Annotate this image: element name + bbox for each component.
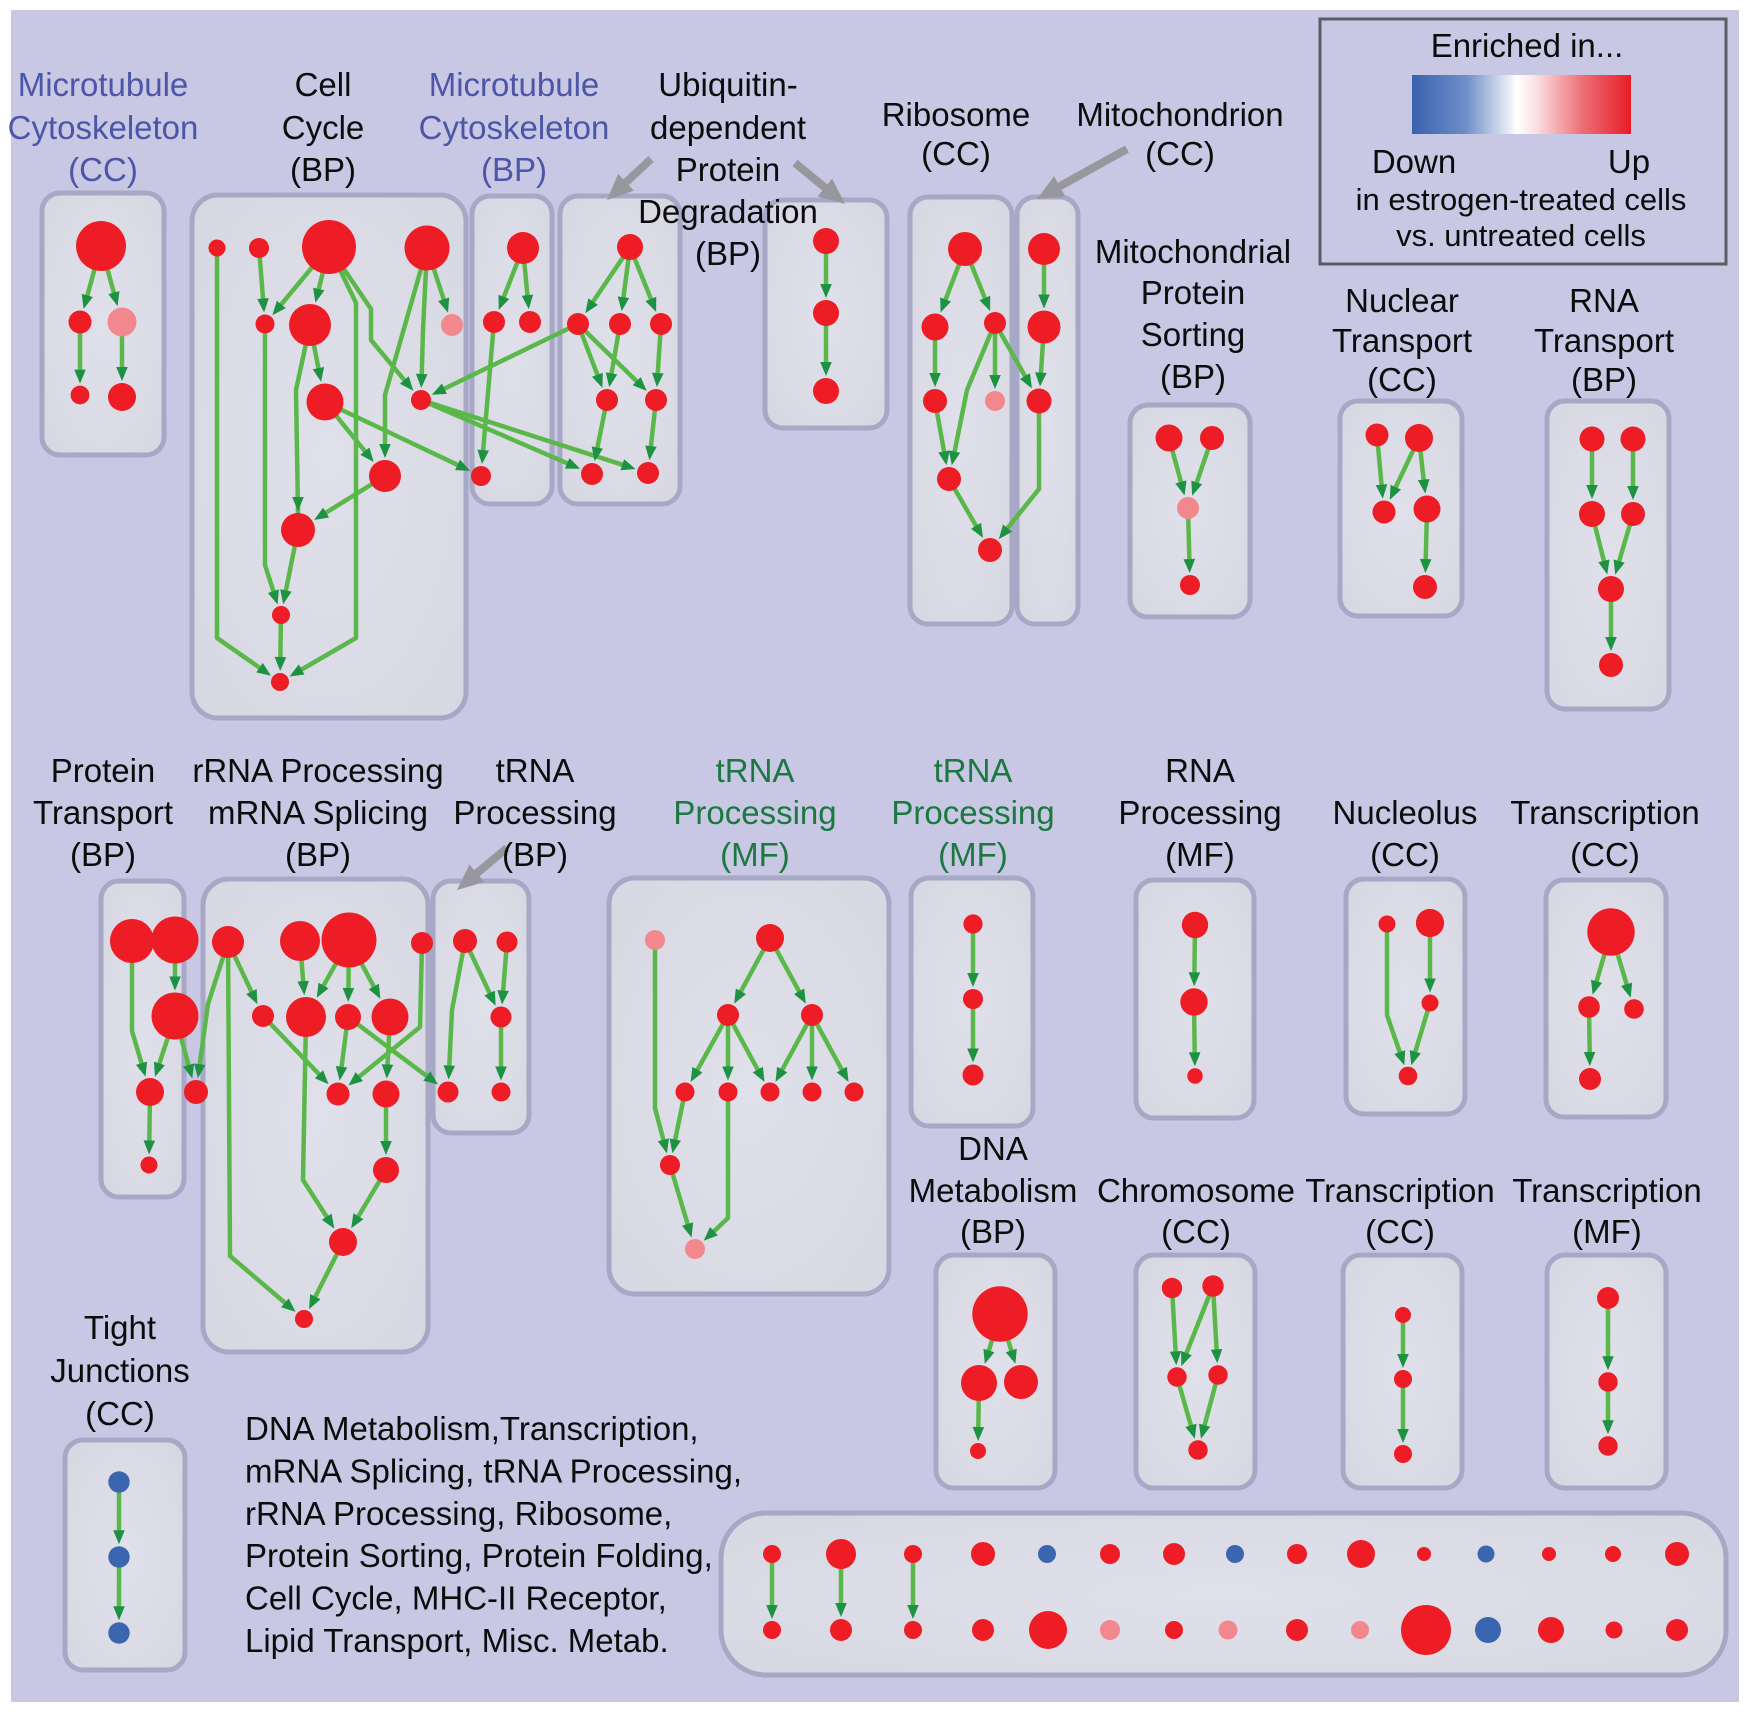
svg-text:Cell Cycle, MHC-II Receptor,: Cell Cycle, MHC-II Receptor, — [245, 1580, 667, 1617]
svg-text:Enriched in...: Enriched in... — [1431, 27, 1624, 64]
svg-text:Junctions: Junctions — [50, 1352, 189, 1389]
svg-text:RNA: RNA — [1165, 752, 1235, 789]
svg-text:(CC): (CC) — [85, 1395, 155, 1432]
svg-text:tRNA: tRNA — [934, 752, 1013, 789]
svg-text:DNA Metabolism,Transcription,: DNA Metabolism,Transcription, — [245, 1410, 699, 1447]
svg-text:(BP): (BP) — [502, 836, 568, 873]
svg-text:(MF): (MF) — [1572, 1213, 1642, 1250]
svg-text:Processing: Processing — [673, 794, 836, 831]
svg-text:(MF): (MF) — [720, 836, 790, 873]
svg-text:Ubiquitin-: Ubiquitin- — [658, 66, 797, 103]
svg-text:Tight: Tight — [84, 1309, 156, 1346]
svg-text:(CC): (CC) — [1367, 361, 1437, 398]
svg-text:(BP): (BP) — [1160, 358, 1226, 395]
svg-text:dependent: dependent — [650, 109, 806, 146]
svg-text:vs. untreated cells: vs. untreated cells — [1396, 218, 1646, 253]
svg-text:(CC): (CC) — [1161, 1213, 1231, 1250]
svg-text:Processing: Processing — [453, 794, 616, 831]
svg-text:Cytoskeleton: Cytoskeleton — [419, 109, 610, 146]
svg-text:Up: Up — [1608, 143, 1650, 180]
svg-text:Protein Sorting, Protein Foldi: Protein Sorting, Protein Folding, — [245, 1537, 713, 1574]
svg-text:Transcription: Transcription — [1512, 1172, 1702, 1209]
svg-text:tRNA: tRNA — [496, 752, 575, 789]
svg-text:Cell: Cell — [295, 66, 352, 103]
svg-text:Chromosome: Chromosome — [1097, 1172, 1295, 1209]
svg-text:Mitochondrion: Mitochondrion — [1076, 96, 1283, 133]
svg-text:(BP): (BP) — [1571, 361, 1637, 398]
svg-text:Transcription: Transcription — [1510, 794, 1700, 831]
svg-text:mRNA Splicing, tRNA Processing: mRNA Splicing, tRNA Processing, — [245, 1452, 742, 1489]
svg-text:(CC): (CC) — [68, 151, 138, 188]
svg-text:RNA: RNA — [1569, 282, 1639, 319]
svg-text:(CC): (CC) — [921, 135, 991, 172]
svg-text:rRNA Processing, Ribosome,: rRNA Processing, Ribosome, — [245, 1495, 672, 1532]
svg-text:(BP): (BP) — [290, 151, 356, 188]
svg-text:rRNA Processing: rRNA Processing — [192, 752, 443, 789]
svg-text:Down: Down — [1372, 143, 1456, 180]
svg-text:Processing: Processing — [1118, 794, 1281, 831]
svg-text:tRNA: tRNA — [716, 752, 795, 789]
svg-text:Degradation: Degradation — [638, 193, 818, 230]
svg-text:mRNA Splicing: mRNA Splicing — [208, 794, 428, 831]
svg-text:(CC): (CC) — [1145, 135, 1215, 172]
svg-text:Microtubule: Microtubule — [429, 66, 600, 103]
svg-text:(MF): (MF) — [938, 836, 1008, 873]
svg-text:(BP): (BP) — [960, 1213, 1026, 1250]
svg-text:Protein: Protein — [676, 151, 781, 188]
svg-text:Lipid Transport, Misc. Metab.: Lipid Transport, Misc. Metab. — [245, 1622, 669, 1659]
svg-text:(CC): (CC) — [1365, 1213, 1435, 1250]
svg-text:Transport: Transport — [1332, 322, 1472, 359]
svg-text:DNA: DNA — [958, 1130, 1028, 1167]
svg-text:(CC): (CC) — [1570, 836, 1640, 873]
svg-text:Cycle: Cycle — [282, 109, 365, 146]
svg-text:Mitochondrial: Mitochondrial — [1095, 233, 1291, 270]
svg-text:(BP): (BP) — [695, 235, 761, 272]
svg-text:Nucleolus: Nucleolus — [1333, 794, 1478, 831]
svg-text:(CC): (CC) — [1370, 836, 1440, 873]
svg-text:Processing: Processing — [891, 794, 1054, 831]
svg-text:(BP): (BP) — [285, 836, 351, 873]
svg-text:Microtubule: Microtubule — [18, 66, 189, 103]
svg-text:Transcription: Transcription — [1305, 1172, 1495, 1209]
svg-text:(BP): (BP) — [70, 836, 136, 873]
svg-text:Cytoskeleton: Cytoskeleton — [8, 109, 199, 146]
svg-text:(MF): (MF) — [1165, 836, 1235, 873]
svg-text:(BP): (BP) — [481, 151, 547, 188]
svg-text:Protein: Protein — [51, 752, 156, 789]
svg-text:Transport: Transport — [1534, 322, 1674, 359]
svg-text:Sorting: Sorting — [1141, 316, 1246, 353]
svg-text:Ribosome: Ribosome — [882, 96, 1031, 133]
svg-text:Protein: Protein — [1141, 274, 1246, 311]
svg-text:Transport: Transport — [33, 794, 173, 831]
svg-text:Nuclear: Nuclear — [1345, 282, 1459, 319]
svg-text:Metabolism: Metabolism — [909, 1172, 1078, 1209]
svg-text:in estrogen-treated cells: in estrogen-treated cells — [1356, 182, 1687, 217]
